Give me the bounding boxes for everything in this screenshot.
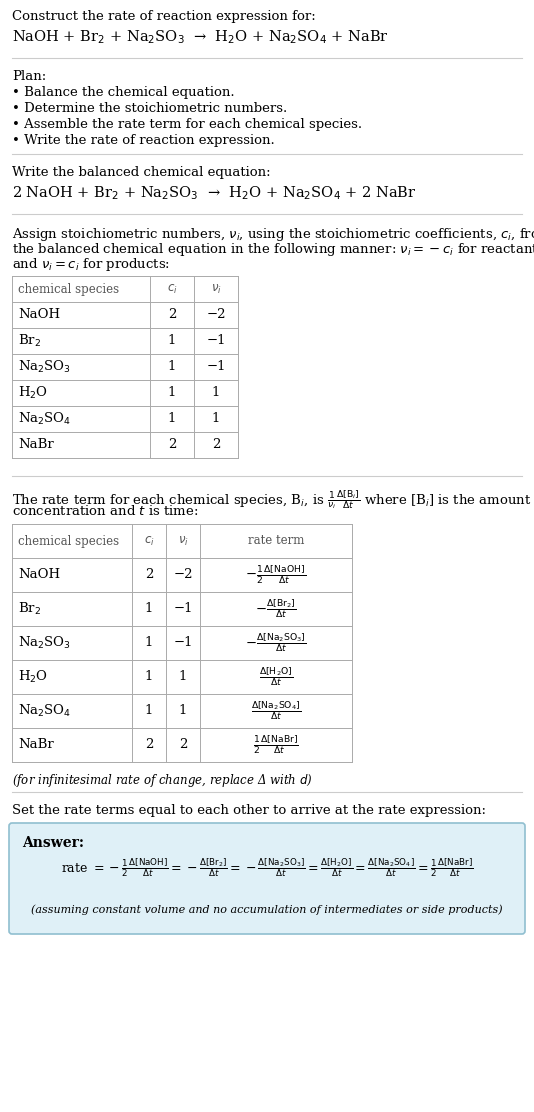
Text: 2: 2 [168, 308, 176, 321]
Text: 1: 1 [179, 671, 187, 684]
Text: The rate term for each chemical species, B$_i$, is $\frac{1}{\nu_i}\frac{\Delta[: The rate term for each chemical species,… [12, 488, 531, 510]
Text: NaBr: NaBr [18, 438, 54, 451]
Text: −2: −2 [206, 308, 226, 321]
Text: 1: 1 [145, 603, 153, 616]
Text: $c_i$: $c_i$ [144, 535, 154, 547]
Text: the balanced chemical equation in the following manner: $\nu_i = -c_i$ for react: the balanced chemical equation in the fo… [12, 241, 534, 258]
Text: $\frac{\Delta[\mathrm{H_2O}]}{\Delta t}$: $\frac{\Delta[\mathrm{H_2O}]}{\Delta t}$ [259, 666, 293, 688]
Text: 2: 2 [168, 438, 176, 451]
Text: $\nu_i$: $\nu_i$ [178, 535, 189, 547]
Text: 1: 1 [168, 335, 176, 347]
Text: $-\frac{\Delta[\mathrm{Br_2}]}{\Delta t}$: $-\frac{\Delta[\mathrm{Br_2}]}{\Delta t}… [255, 597, 297, 620]
Text: • Determine the stoichiometric numbers.: • Determine the stoichiometric numbers. [12, 102, 287, 115]
Text: −1: −1 [173, 603, 193, 616]
Text: H$_2$O: H$_2$O [18, 669, 48, 685]
Text: $\frac{\Delta[\mathrm{Na_2SO_4}]}{\Delta t}$: $\frac{\Delta[\mathrm{Na_2SO_4}]}{\Delta… [251, 699, 301, 723]
Text: • Assemble the rate term for each chemical species.: • Assemble the rate term for each chemic… [12, 118, 362, 131]
Text: chemical species: chemical species [18, 282, 119, 296]
Text: 1: 1 [168, 387, 176, 399]
Text: Br$_2$: Br$_2$ [18, 332, 41, 349]
Text: 1: 1 [179, 705, 187, 717]
Text: −2: −2 [173, 568, 193, 582]
Text: 1: 1 [145, 705, 153, 717]
Text: Assign stoichiometric numbers, $\nu_i$, using the stoichiometric coefficients, $: Assign stoichiometric numbers, $\nu_i$, … [12, 226, 534, 244]
Text: 2: 2 [145, 568, 153, 582]
Text: 2: 2 [145, 738, 153, 752]
Text: • Write the rate of reaction expression.: • Write the rate of reaction expression. [12, 135, 275, 147]
Text: concentration and $t$ is time:: concentration and $t$ is time: [12, 504, 199, 518]
Text: 2 NaOH + Br$_2$ + Na$_2$SO$_3$  →  H$_2$O + Na$_2$SO$_4$ + 2 NaBr: 2 NaOH + Br$_2$ + Na$_2$SO$_3$ → H$_2$O … [12, 183, 417, 201]
Text: Construct the rate of reaction expression for:: Construct the rate of reaction expressio… [12, 10, 316, 23]
Text: Na$_2$SO$_3$: Na$_2$SO$_3$ [18, 635, 71, 651]
Text: NaOH: NaOH [18, 568, 60, 582]
Text: 2: 2 [179, 738, 187, 752]
Text: Na$_2$SO$_4$: Na$_2$SO$_4$ [18, 411, 71, 427]
Text: $c_i$: $c_i$ [167, 282, 177, 296]
Text: 1: 1 [212, 413, 220, 426]
Text: rate $= -\frac{1}{2}\frac{\Delta[\mathrm{NaOH}]}{\Delta t} = -\frac{\Delta[\math: rate $= -\frac{1}{2}\frac{\Delta[\mathrm… [60, 856, 474, 878]
Text: rate term: rate term [248, 535, 304, 547]
Text: NaOH: NaOH [18, 308, 60, 321]
Text: Na$_2$SO$_3$: Na$_2$SO$_3$ [18, 359, 71, 375]
Text: $\nu_i$: $\nu_i$ [210, 282, 222, 296]
Text: 1: 1 [145, 671, 153, 684]
Text: NaBr: NaBr [18, 738, 54, 752]
Text: $-\frac{1}{2}\frac{\Delta[\mathrm{NaOH}]}{\Delta t}$: $-\frac{1}{2}\frac{\Delta[\mathrm{NaOH}]… [246, 564, 307, 586]
Text: and $\nu_i = c_i$ for products:: and $\nu_i = c_i$ for products: [12, 256, 170, 274]
Text: chemical species: chemical species [18, 535, 119, 547]
Text: $\frac{1}{2}\frac{\Delta[\mathrm{NaBr}]}{\Delta t}$: $\frac{1}{2}\frac{\Delta[\mathrm{NaBr}]}… [253, 734, 299, 756]
Text: $-\frac{\Delta[\mathrm{Na_2SO_3}]}{\Delta t}$: $-\frac{\Delta[\mathrm{Na_2SO_3}]}{\Delt… [245, 632, 307, 655]
Text: Set the rate terms equal to each other to arrive at the rate expression:: Set the rate terms equal to each other t… [12, 804, 486, 817]
Text: 1: 1 [168, 413, 176, 426]
Text: 1: 1 [212, 387, 220, 399]
Text: 1: 1 [145, 636, 153, 649]
Text: (assuming constant volume and no accumulation of intermediates or side products): (assuming constant volume and no accumul… [31, 904, 503, 914]
Text: 2: 2 [212, 438, 220, 451]
Text: NaOH + Br$_2$ + Na$_2$SO$_3$  →  H$_2$O + Na$_2$SO$_4$ + NaBr: NaOH + Br$_2$ + Na$_2$SO$_3$ → H$_2$O + … [12, 28, 389, 46]
Text: −1: −1 [206, 360, 226, 374]
Text: Br$_2$: Br$_2$ [18, 600, 41, 617]
Text: Answer:: Answer: [22, 836, 84, 850]
Text: Plan:: Plan: [12, 70, 46, 83]
Text: H$_2$O: H$_2$O [18, 385, 48, 401]
Text: Na$_2$SO$_4$: Na$_2$SO$_4$ [18, 703, 71, 719]
Text: −1: −1 [206, 335, 226, 347]
FancyBboxPatch shape [9, 823, 525, 934]
Text: −1: −1 [173, 636, 193, 649]
Text: 1: 1 [168, 360, 176, 374]
Text: (for infinitesimal rate of change, replace Δ with $d$): (for infinitesimal rate of change, repla… [12, 772, 313, 790]
Text: Write the balanced chemical equation:: Write the balanced chemical equation: [12, 166, 271, 179]
Text: • Balance the chemical equation.: • Balance the chemical equation. [12, 86, 234, 99]
